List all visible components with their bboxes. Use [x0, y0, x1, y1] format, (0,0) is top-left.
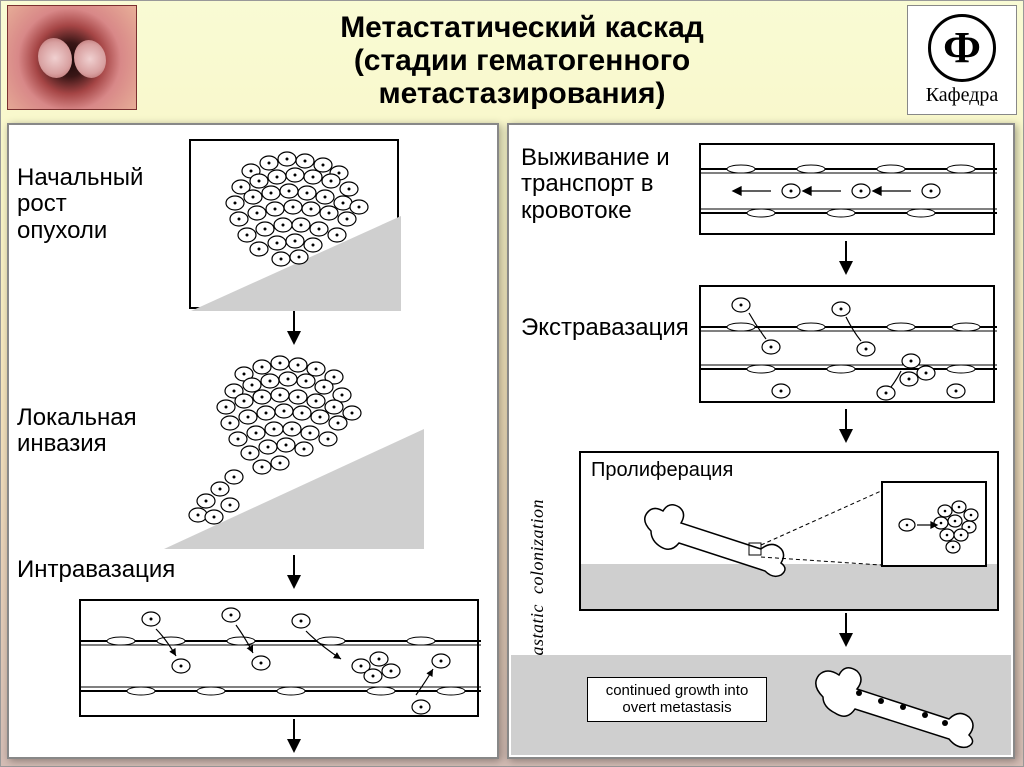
- arrow-6-7: [839, 633, 853, 647]
- logo-letter: Ф: [928, 14, 996, 82]
- right-panel: Выживание и транспорт в кровотоке: [507, 123, 1015, 759]
- stage6-sidelabel: Metastatic colonization: [527, 475, 548, 685]
- stage4-vessel: [701, 145, 997, 237]
- title-line-1: Метастатический каскад: [147, 11, 897, 44]
- stage1-cells: [191, 141, 401, 311]
- stage6-diagram: Пролиферация: [579, 451, 999, 611]
- logo-caption: Кафедра: [926, 84, 999, 107]
- stage4-label-line1: Выживание и: [521, 144, 670, 171]
- left-panel: Начальный рост опухоли: [7, 123, 499, 759]
- title-block: Метастатический каскад (стадии гематоген…: [147, 5, 897, 110]
- caption-line2: overt metastasis: [622, 699, 731, 716]
- stage6-inset: [881, 481, 987, 567]
- stage2-label: Локальная инвазия: [17, 405, 137, 458]
- metastatic-bone-icon: [799, 653, 999, 753]
- panels-container: Начальный рост опухоли: [1, 123, 1023, 759]
- arrow-4-5: [839, 261, 853, 275]
- stage6-inset-cells: [883, 483, 989, 569]
- stage4-diagram: [699, 143, 995, 235]
- title-line-2: (стадии гематогенного: [147, 44, 897, 77]
- stage1-label: Начальный рост опухоли: [17, 165, 143, 244]
- arrow-1-2: [287, 331, 301, 345]
- stage1-label-line2: рост: [17, 190, 67, 217]
- stage4-label-line3: кровотоке: [521, 197, 632, 224]
- stage2-label-line1: Локальная: [17, 404, 137, 431]
- clinical-photo: [7, 5, 137, 110]
- arrow-5-6: [839, 429, 853, 443]
- caption-box: continued growth into overt metastasis: [587, 677, 767, 722]
- stage1-diagram: [189, 139, 399, 309]
- header: Метастатический каскад (стадии гематоген…: [1, 1, 1023, 123]
- stage5-vessel: [701, 287, 997, 405]
- stage1-label-line3: опухоли: [17, 217, 107, 244]
- stage2-cells: [164, 349, 424, 549]
- stage3-diagram: [79, 599, 479, 717]
- stage6-sidelabel-line2: colonization: [527, 499, 547, 594]
- title-line-3: метастазирования): [147, 77, 897, 110]
- caption-line1: continued growth into: [606, 682, 749, 699]
- stage5-diagram: [699, 285, 995, 403]
- arrow-3-out: [287, 739, 301, 753]
- stage1-label-line1: Начальный: [17, 164, 143, 191]
- stage5-label: Экстравазация: [521, 315, 689, 341]
- logo-box: Ф Кафедра: [907, 5, 1017, 115]
- stage4-label-line2: транспорт в: [521, 170, 654, 197]
- stage3-label: Интравазация: [17, 557, 175, 583]
- stage4-label: Выживание и транспорт в кровотоке: [521, 145, 670, 224]
- stage2-diagram: [164, 349, 424, 549]
- arrow-2-3: [287, 575, 301, 589]
- stage3-vessel: [81, 601, 481, 719]
- stage2-label-line2: инвазия: [17, 430, 107, 457]
